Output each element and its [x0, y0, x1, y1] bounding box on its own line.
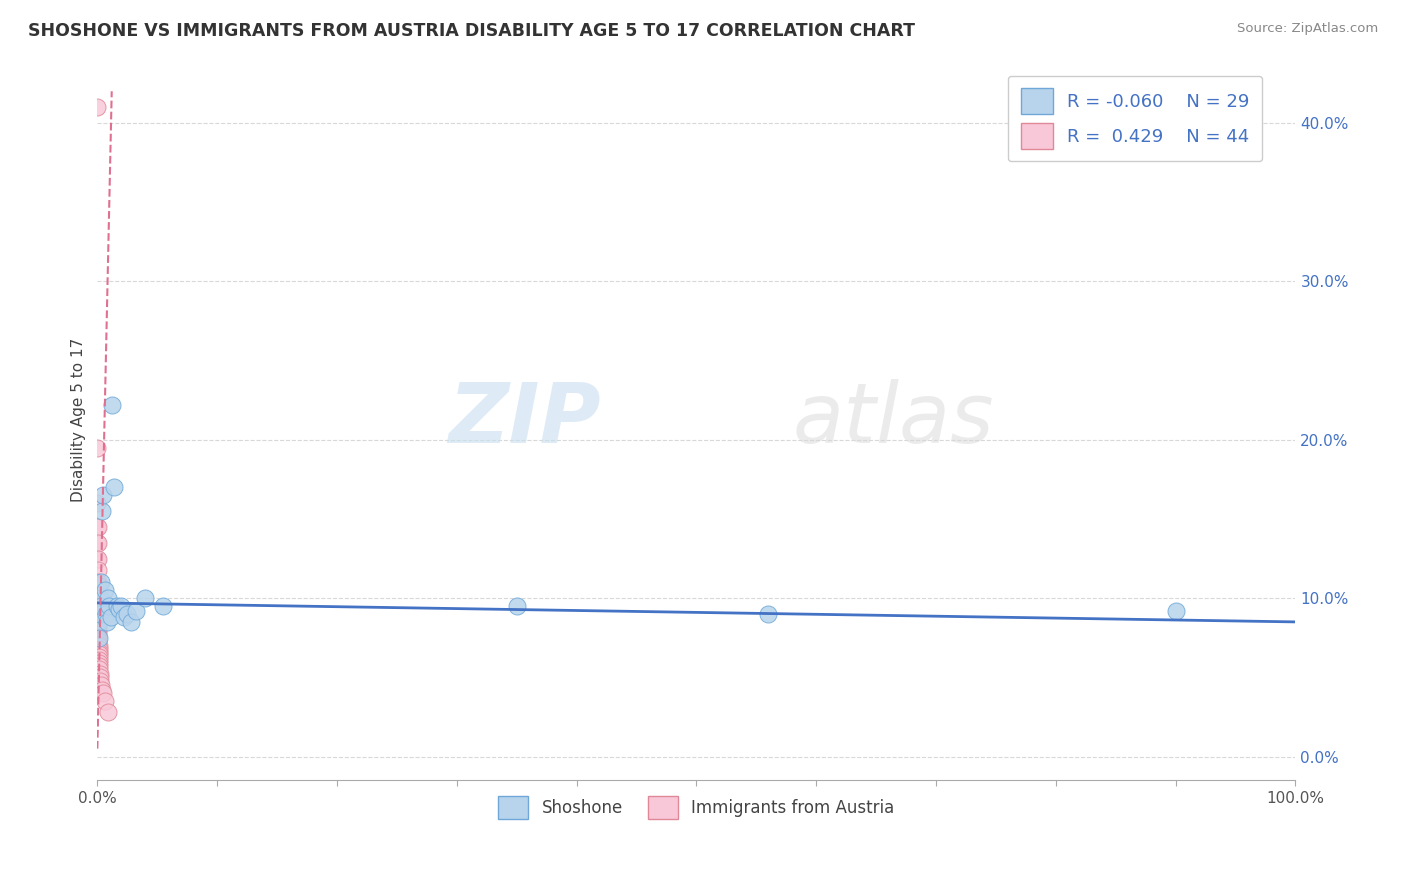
- Point: [90, 678, 112, 692]
- Point: [87, 639, 110, 653]
- Point: [86, 575, 108, 590]
- Point: [89, 662, 111, 676]
- Point: [86, 551, 108, 566]
- Point: [87, 607, 110, 621]
- Point: [86, 594, 108, 608]
- Point: [86, 535, 108, 549]
- Point: [134, 591, 156, 606]
- Point: [87, 647, 110, 661]
- Point: [93, 583, 115, 598]
- Point: [87, 591, 110, 606]
- Point: [86, 100, 108, 114]
- Point: [90, 575, 112, 590]
- Point: [100, 398, 122, 412]
- Point: [87, 615, 110, 629]
- Point: [120, 615, 142, 629]
- Point: [87, 623, 110, 637]
- Point: [125, 604, 148, 618]
- Point: [112, 610, 135, 624]
- Point: [87, 599, 110, 613]
- Point: [89, 659, 111, 673]
- Point: [108, 602, 131, 616]
- Y-axis label: Disability Age 5 to 17: Disability Age 5 to 17: [72, 338, 86, 502]
- Point: [87, 631, 110, 645]
- Point: [93, 694, 115, 708]
- Point: [86, 551, 108, 566]
- Point: [152, 599, 174, 613]
- Point: [105, 599, 128, 613]
- Point: [97, 705, 120, 719]
- Point: [87, 653, 110, 667]
- Point: [91, 683, 114, 698]
- Point: [86, 496, 108, 510]
- Point: [89, 670, 111, 684]
- Point: [87, 599, 110, 613]
- Point: [86, 535, 108, 549]
- Point: [87, 620, 110, 634]
- Point: [87, 649, 110, 664]
- Point: [87, 637, 110, 651]
- Point: [90, 599, 112, 613]
- Point: [87, 613, 110, 627]
- Point: [97, 591, 120, 606]
- Text: atlas: atlas: [792, 379, 994, 460]
- Point: [505, 599, 527, 613]
- Point: [96, 615, 118, 629]
- Point: [86, 563, 108, 577]
- Point: [117, 607, 139, 621]
- Point: [87, 645, 110, 659]
- Point: [87, 641, 110, 656]
- Point: [98, 599, 121, 613]
- Point: [86, 520, 108, 534]
- Point: [87, 626, 110, 640]
- Point: [86, 520, 108, 534]
- Point: [93, 488, 115, 502]
- Point: [1164, 604, 1187, 618]
- Point: [89, 667, 111, 681]
- Legend: Shoshone, Immigrants from Austria: Shoshone, Immigrants from Austria: [492, 789, 901, 826]
- Point: [87, 615, 110, 629]
- Text: ZIP: ZIP: [449, 379, 600, 460]
- Point: [87, 634, 110, 648]
- Point: [91, 504, 114, 518]
- Point: [94, 607, 117, 621]
- Point: [86, 578, 108, 592]
- Point: [93, 686, 115, 700]
- Point: [87, 629, 110, 643]
- Point: [87, 656, 110, 670]
- Text: SHOSHONE VS IMMIGRANTS FROM AUSTRIA DISABILITY AGE 5 TO 17 CORRELATION CHART: SHOSHONE VS IMMIGRANTS FROM AUSTRIA DISA…: [28, 22, 915, 40]
- Point: [100, 610, 122, 624]
- Point: [103, 480, 125, 494]
- Point: [87, 604, 110, 618]
- Point: [89, 607, 111, 621]
- Point: [87, 632, 110, 647]
- Point: [86, 588, 108, 602]
- Point: [86, 441, 108, 455]
- Point: [89, 591, 111, 606]
- Point: [756, 607, 779, 621]
- Point: [110, 599, 132, 613]
- Text: Source: ZipAtlas.com: Source: ZipAtlas.com: [1237, 22, 1378, 36]
- Point: [89, 673, 111, 688]
